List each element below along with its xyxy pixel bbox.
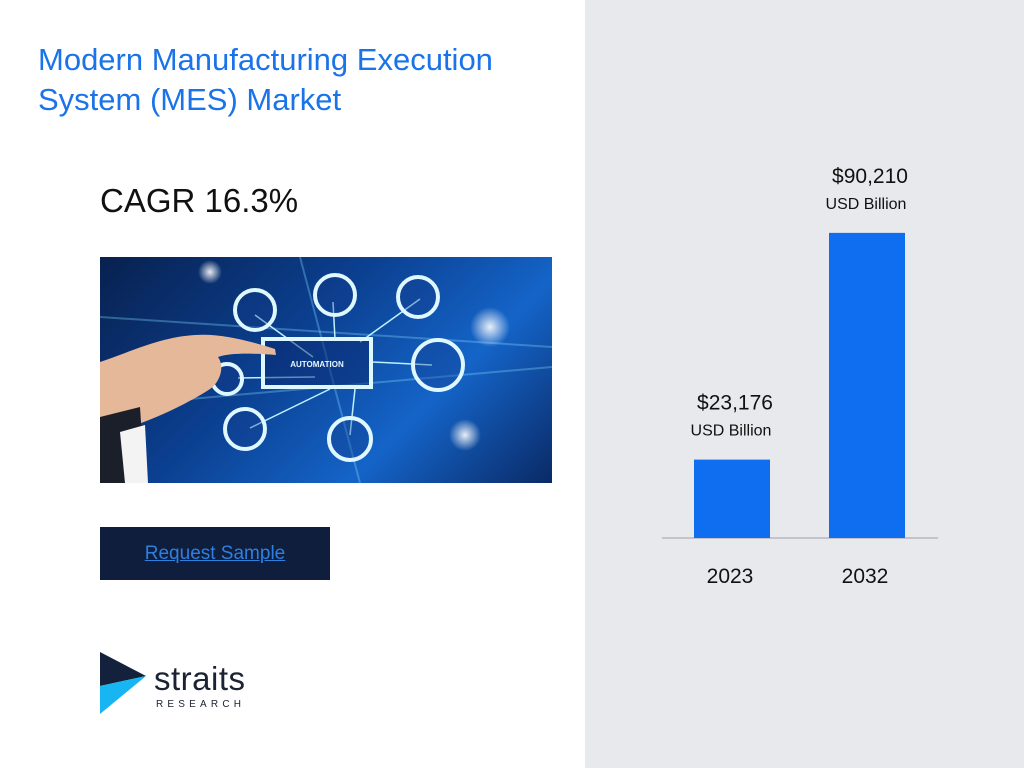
automation-illustration: AUTOMATION	[100, 257, 552, 483]
cagr-stat: CAGR 16.3%	[100, 182, 299, 219]
bar-2032	[829, 232, 905, 539]
logo-wordmark: straits	[154, 660, 246, 697]
automation-hero-image: AUTOMATION	[100, 257, 552, 483]
unit-label-2023: USD Billion	[691, 423, 772, 440]
automation-label: AUTOMATION	[290, 360, 344, 369]
bar-2023	[694, 459, 770, 538]
x-tick-label-2023: 2023	[707, 565, 754, 588]
value-label-2023: $23,176	[697, 392, 773, 415]
market-size-bar-chart: $23,176 USD Billion 2023 $90,210 USD Billion…	[662, 165, 938, 588]
chart-panel	[585, 0, 1024, 768]
request-sample-link[interactable]: Request Sample	[144, 542, 286, 564]
straits-research-logo: straits RESEARCH	[100, 652, 260, 716]
request-sample-button[interactable]: Request Sample	[100, 527, 330, 580]
page-title: Modern Manufacturing Execution System (M…	[38, 42, 493, 117]
logo-subtitle: RESEARCH	[156, 699, 246, 710]
pointing-hand-icon	[100, 334, 276, 483]
straits-logo-icon	[100, 652, 146, 714]
x-tick-label-2032: 2032	[842, 565, 889, 588]
unit-label-2032: USD Billion	[826, 196, 907, 213]
value-label-2032: $90,210	[832, 165, 908, 188]
